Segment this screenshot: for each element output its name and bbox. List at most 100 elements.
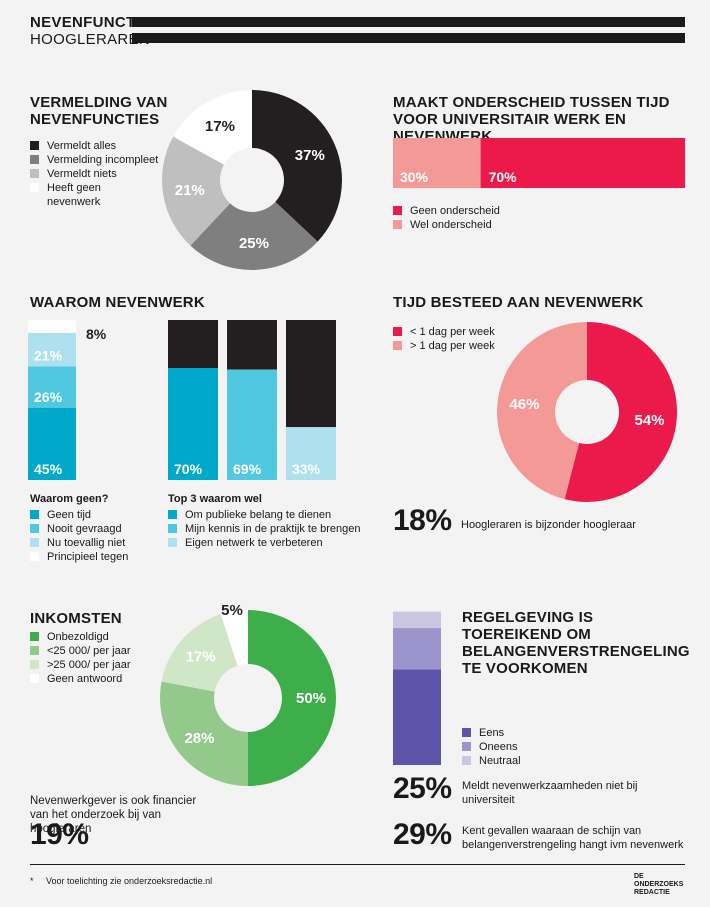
legend-item: Nu toevallig niet	[30, 536, 160, 550]
swatch-red	[393, 327, 402, 336]
page-title: NEVENFUNCTIES	[30, 14, 161, 31]
swatch-teal2	[168, 524, 177, 533]
waarom-geen-segment	[28, 320, 76, 333]
vermelding-slice	[190, 201, 318, 270]
legend-item: Eigen netwerk te verbeteren	[168, 536, 388, 550]
legend-item: Onbezoldigd	[30, 630, 130, 644]
legend-item: Eens	[462, 726, 521, 740]
regelgeving-stat2-number: 29%	[393, 818, 452, 851]
regelgeving-stat1-text: Meldt nevenwerkzaamheden niet bij univer…	[462, 780, 638, 806]
swatch-darkgray	[30, 155, 39, 164]
legend-item: Mijn kennis in de praktijk te brengen	[168, 522, 388, 536]
legend-item: Geen onderscheid	[393, 204, 500, 218]
waarom-geen-label: 45%	[34, 461, 63, 477]
vermelding-legend: Vermeldt alles Vermelding incompleet Ver…	[30, 139, 170, 209]
legend-label: <25 000/ per jaar	[47, 645, 131, 657]
legend-label: Eens	[479, 727, 505, 739]
waarom-wel-remainder	[168, 320, 218, 368]
logo-line: ONDERZOEKS	[634, 881, 684, 888]
legend-label: Geen onderscheid	[410, 205, 500, 217]
legend-label: Wel onderscheid	[410, 219, 492, 231]
swatch-teal	[168, 510, 177, 519]
waarom-geen-label: 26%	[34, 389, 63, 405]
legend-label: >25 000/ per jaar	[47, 659, 131, 671]
swatch-red	[393, 206, 402, 215]
waarom-heading: WAAROM NEVENWERK	[30, 294, 205, 311]
swatch-green3	[30, 660, 39, 669]
legend-label: Onbezoldigd	[47, 631, 109, 643]
legend-item: Neutraal	[462, 754, 521, 768]
inkomsten-label: 28%	[184, 730, 214, 747]
legend-label: > 1 dag per week	[410, 340, 495, 352]
legend-item: Geen tijd	[30, 508, 160, 522]
swatch-teal2	[30, 524, 39, 533]
swatch-white	[30, 552, 39, 561]
tijd-label: 46%	[509, 396, 539, 413]
legend-label: Om publieke belang te dienen	[185, 509, 332, 521]
swatch-black	[30, 141, 39, 150]
swatch-purple3	[462, 756, 471, 765]
regelgeving-stat2-text: Kent gevallen waaraan de schijn van bela…	[462, 825, 684, 851]
vermelding-slice	[173, 90, 252, 165]
waarom-geen-segment	[28, 366, 76, 408]
tijd-stat-text: Hoogleraren is bijzonder hoogleraar	[461, 519, 636, 531]
legend-label: Vermeldt alles	[47, 140, 117, 152]
inkomsten-label: 50%	[296, 690, 326, 707]
legend-label: Nooit gevraagd	[47, 523, 122, 535]
onderscheid-bar-wel	[393, 138, 481, 188]
onderscheid-bar-geen	[480, 138, 685, 188]
regelgeving-bar	[393, 611, 441, 765]
logo-line: REDACTIE	[634, 889, 670, 896]
waarom-wel-bar	[286, 427, 336, 480]
inkomsten-slice	[160, 681, 248, 786]
waarom-geen-label: 8%	[86, 326, 107, 342]
footer-note: Voor toelichting zie onderzoeksredactie.…	[46, 876, 213, 886]
swatch-purple	[462, 728, 471, 737]
swatch-purple2	[462, 742, 471, 751]
legend-item: < 1 dag per week	[393, 325, 495, 339]
onderscheid-legend: Geen onderscheid Wel onderscheid	[393, 204, 500, 232]
inkomsten-stat-text: Nevenwerkgever is ook financier van het …	[30, 795, 197, 835]
footer-logo: DE ONDERZOEKS REDACTIE	[634, 873, 683, 897]
legend-label: < 1 dag per week	[410, 326, 495, 338]
waarom-wel-label: 33%	[292, 461, 321, 477]
inkomsten-slice	[161, 614, 238, 692]
waarom-geen-segment	[28, 332, 76, 367]
onderscheid-label-geen: 70%	[489, 169, 518, 185]
legend-item: Oneens	[462, 740, 521, 754]
header-bar-top	[132, 17, 685, 27]
regelgeving-heading: REGELGEVING IS TOEREIKEND OM BELANGENVER…	[462, 609, 690, 677]
swatch-pink	[393, 220, 402, 229]
vermelding-donut: 37% 25% 21% 17%	[162, 90, 342, 270]
waarom-wel-label: 70%	[174, 461, 203, 477]
legend-label: Vermelding incompleet	[47, 154, 159, 166]
onderscheid-label-wel: 30%	[400, 169, 429, 185]
legend-item: Nooit gevraagd	[30, 522, 160, 536]
vermelding-slice	[252, 90, 342, 242]
legend-label: Heeft geen nevenwerk	[47, 182, 101, 208]
waarom-wel-label: 69%	[233, 461, 262, 477]
waarom-wel-remainder	[227, 320, 277, 370]
waarom-wel-bar	[168, 368, 218, 480]
waarom-geen-segment	[28, 408, 76, 480]
legend-item: Vermelding incompleet	[30, 153, 170, 167]
swatch-green2	[30, 646, 39, 655]
legend-item: Om publieke belang te dienen	[168, 508, 388, 522]
legend-label: Nu toevallig niet	[47, 537, 126, 549]
legend-label: Mijn kennis in de praktijk te brengen	[185, 523, 361, 535]
vermelding-slice	[162, 136, 231, 246]
regelgeving-stat1-number: 25%	[393, 772, 452, 805]
tijd-stat-number: 18%	[393, 504, 452, 537]
waarom-geen-label: 21%	[34, 347, 63, 363]
vermelding-label: 25%	[239, 235, 269, 252]
legend-title: Waarom geen?	[30, 493, 109, 505]
tijd-donut: 54% 46%	[497, 322, 677, 502]
tijd-slice	[497, 322, 587, 500]
legend-item: Principieel tegen	[30, 550, 160, 564]
swatch-teal3	[30, 538, 39, 547]
inkomsten-slice	[220, 610, 248, 666]
waarom-wel-remainder	[286, 320, 336, 428]
onderscheid-bar: 30% 70%	[393, 138, 685, 188]
inkomsten-slice	[248, 610, 336, 786]
footer-divider	[30, 864, 685, 865]
